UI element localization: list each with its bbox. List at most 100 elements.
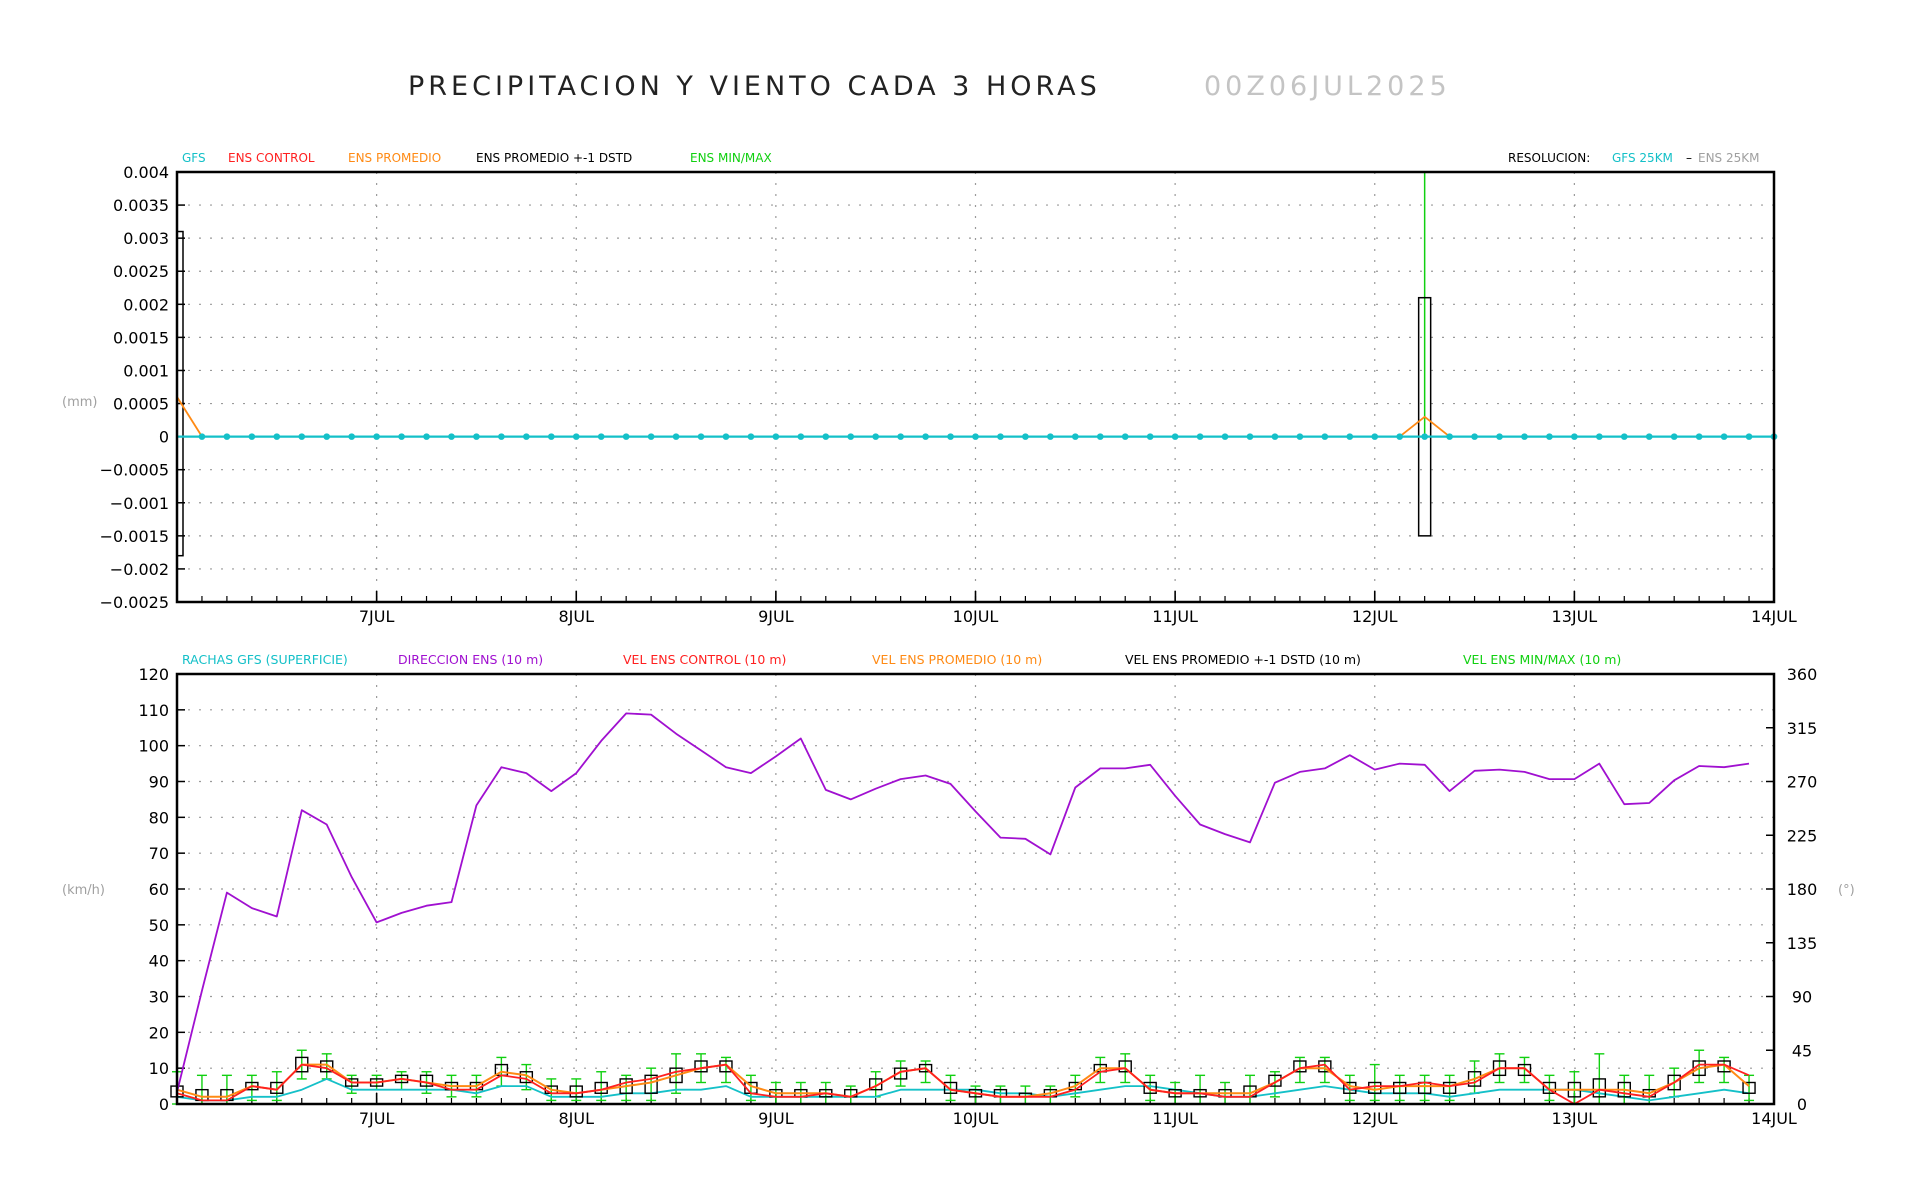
precip-std-box [1417, 296, 1432, 537]
wind-panel: 0 10 20 30 40 50 60 70 80 90 100 110 120 0 45 90 135 180… [62, 665, 1855, 1128]
wind-y-label: (km/h) [62, 883, 105, 898]
precip-gfs-point [1121, 433, 1129, 440]
precip-gfs-point [597, 433, 605, 440]
precip-gfs-point [1047, 433, 1054, 440]
precip-gfs-point [1246, 433, 1254, 440]
precip-gfs-point [697, 433, 705, 440]
precip-gfs-point [248, 433, 256, 440]
wind-std-box [519, 1071, 534, 1084]
wind-y2-tick-label: 315 [1787, 719, 1818, 738]
precip-x-axis: 7JUL 8JUL 9JUL 10JUL 11JUL 12JUL 13JUL 14JUL [201, 591, 1797, 626]
wind-y-tick-label: 10 [149, 1059, 169, 1078]
precip-gfs-point [1521, 433, 1528, 440]
wind-y-tick-label: 20 [149, 1023, 169, 1042]
precip-gfs-point [547, 433, 555, 440]
precip-gfs-point [872, 433, 879, 440]
legend-vel-control: VEL ENS CONTROL (10 m) [623, 652, 786, 667]
legend-direccion: DIRECCION ENS (10 m) [398, 652, 543, 667]
precip-gfs-point [947, 433, 954, 440]
title-main: PRECIPITACION Y VIENTO CADA 3 HORAS [408, 71, 1101, 102]
precip-y-tick-label: −0.0015 [100, 527, 169, 546]
precip-gfs-point [198, 433, 206, 440]
wind-y-tick-label: 100 [138, 737, 169, 756]
precip-gfs-point [672, 433, 680, 440]
precip-gfs-point [1096, 433, 1104, 440]
precip-x-tick-label: 14JUL [1751, 607, 1797, 626]
precip-frame [175, 170, 1776, 604]
precip-gfs-point [223, 433, 231, 440]
precip-x-tick-label: 10JUL [953, 607, 999, 626]
precip-gfs-point [1571, 433, 1578, 440]
precip-y-tick-label: −0.001 [110, 494, 169, 513]
wind-x-tick-label: 9JUL [758, 1109, 794, 1128]
precip-gfs-point [1745, 433, 1753, 440]
wind-x-tick-label: 12JUL [1352, 1109, 1398, 1128]
wind-y-tick-label: 80 [149, 808, 169, 827]
precip-series [176, 172, 1778, 557]
wind-series-rachas [176, 1078, 1750, 1102]
wind-y2-axis: 0 45 90 135 180 225 270 315 360 [1766, 665, 1817, 1114]
legend-resolucion-label: RESOLUCION: [1508, 151, 1590, 165]
precip-gfs-point [1221, 433, 1229, 440]
precip-gfs-point [797, 433, 805, 440]
wind-y-tick-label: 110 [138, 701, 169, 720]
precip-gfs-point [1271, 433, 1279, 440]
wind-y2-tick-label: 0 [1797, 1095, 1807, 1114]
legend-ens-promedio: ENS PROMEDIO [348, 151, 441, 165]
precip-y-tick-label: 0.002 [123, 295, 169, 314]
precip-gfs-point [897, 433, 904, 440]
precip-gfs-point [572, 433, 580, 440]
precip-x-tick-label: 13JUL [1552, 607, 1598, 626]
wind-x-tick-label: 10JUL [953, 1109, 999, 1128]
wind-frame [175, 672, 1776, 1106]
precip-series-promedio [176, 396, 1774, 438]
precip-gfs-point [423, 433, 430, 440]
wind-std-box [1742, 1081, 1756, 1094]
precip-gfs-point [822, 433, 830, 440]
precip-gfs-point [1321, 433, 1329, 440]
wind-y2-tick-label: 270 [1787, 773, 1818, 792]
precip-gfs-point [1471, 433, 1478, 440]
wind-std-box [1143, 1081, 1157, 1094]
figure-title: PRECIPITACION Y VIENTO CADA 3 HORAS 00Z0… [408, 71, 1451, 102]
wind-y-tick-label: 70 [149, 844, 169, 863]
wind-std-box [893, 1067, 908, 1080]
wind-x-tick-label: 14JUL [1751, 1109, 1797, 1128]
precip-gfs-point [847, 433, 855, 440]
precip-gfs-point [1371, 433, 1379, 440]
title-date: 00Z06JUL2025 [1204, 71, 1451, 102]
wind-x-tick-label: 8JUL [558, 1109, 594, 1128]
legend-res-ens: ENS 25KM [1698, 151, 1759, 165]
wind-y2-tick-label: 225 [1787, 826, 1818, 845]
precip-y-tick-label: 0.001 [123, 361, 169, 380]
legend-vel-std: VEL ENS PROMEDIO +-1 DSTD (10 m) [1125, 652, 1361, 667]
wind-std-box [1542, 1081, 1557, 1094]
precip-gfs-point [1421, 433, 1428, 440]
precip-gfs-point [273, 433, 281, 440]
precip-gfs-point [1695, 433, 1703, 440]
legend-res-gfs: GFS 25KM [1612, 151, 1673, 165]
wind-y-tick-label: 60 [149, 880, 169, 899]
precip-x-tick-label: 7JUL [359, 607, 395, 626]
precip-gfs-point [398, 433, 405, 440]
precip-gfs-point [1720, 433, 1728, 440]
wind-y-tick-label: 120 [138, 665, 169, 684]
precip-gfs-point [1196, 433, 1204, 440]
legend-rachas: RACHAS GFS (SUPERFICIE) [182, 652, 348, 667]
wind-std-box [943, 1081, 958, 1094]
wind-x-tick-label: 13JUL [1552, 1109, 1598, 1128]
wind-std-box [1293, 1060, 1307, 1073]
wind-legend: RACHAS GFS (SUPERFICIE) DIRECCION ENS (1… [182, 652, 1621, 667]
precip-y-tick-label: 0.004 [123, 163, 169, 182]
legend-gfs: GFS [182, 151, 206, 165]
wind-std-box [1442, 1081, 1457, 1094]
precip-gfs-point [1296, 433, 1304, 440]
legend-ens-minmax: ENS MIN/MAX [690, 151, 772, 165]
precip-x-tick-label: 8JUL [558, 607, 594, 626]
precip-gfs-point [523, 433, 530, 440]
wind-y-tick-label: 90 [149, 773, 169, 792]
wind-y2-tick-label: 135 [1787, 934, 1818, 953]
precip-y-label: (mm) [62, 395, 97, 410]
wind-std-box [320, 1060, 334, 1073]
